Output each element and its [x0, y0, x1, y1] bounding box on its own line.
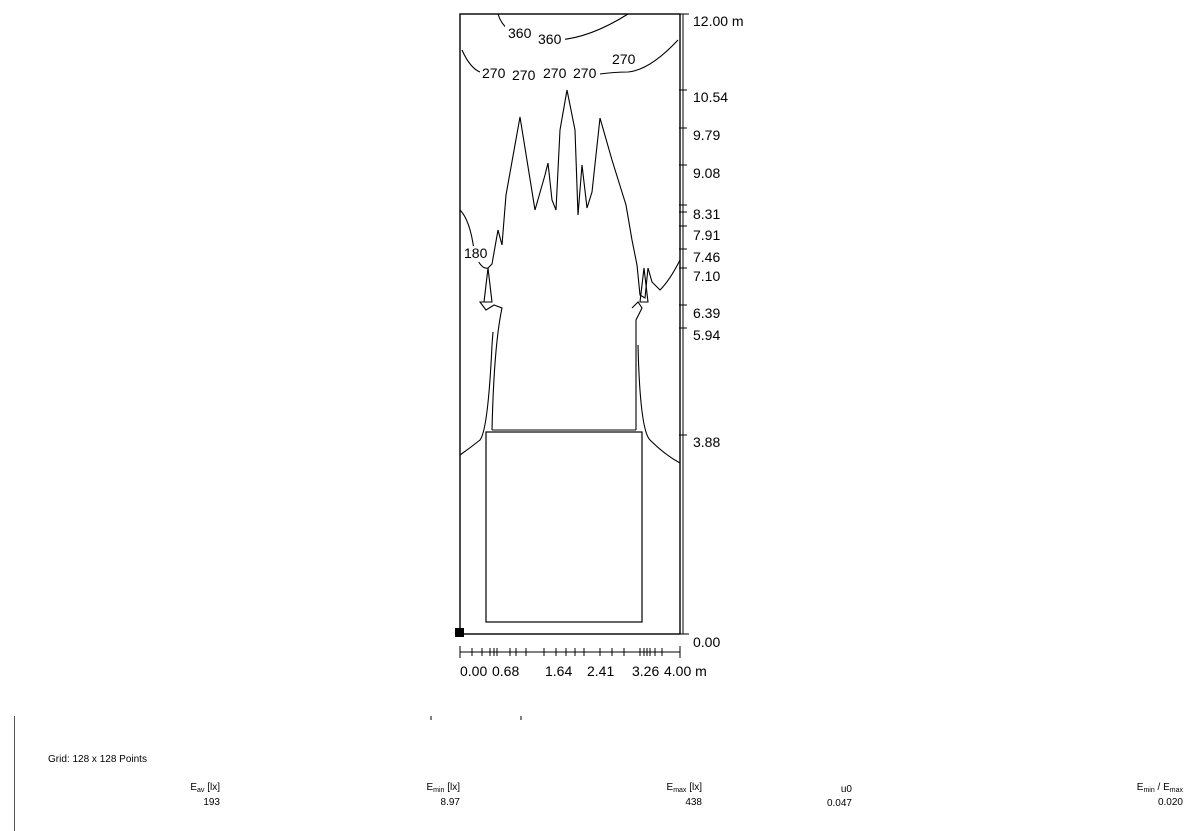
room-outline [459, 13, 681, 635]
y-tick-label: 8.31 [693, 206, 720, 222]
isoline-spike-right [639, 267, 649, 303]
x-tick-label: 2.41 [587, 663, 614, 679]
isoline-label: 270 [573, 65, 597, 81]
y-axis: 12.00 m 10.54 9.79 9.08 8.31 7.91 7.46 7… [677, 13, 744, 650]
isoline-right-edge [637, 344, 681, 464]
isoline-label: 270 [543, 65, 567, 81]
grid-size-label: Grid: 128 x 128 Points [48, 754, 147, 765]
x-tick-label: 0.00 [460, 663, 487, 679]
isoline-180-upper [459, 89, 681, 299]
isoline-label: 270 [512, 67, 536, 83]
isoline-label: 180 [464, 245, 488, 261]
origin-marker [455, 628, 464, 637]
isoline-label: 360 [538, 31, 562, 47]
isoline-label: 360 [508, 25, 532, 41]
metric-e-av: Eav [lx] 193 [190, 782, 220, 808]
isoline-left-edge [459, 331, 494, 456]
isolux-diagram: 360 360 270 270 270 270 270 180 12.00 m … [430, 13, 744, 720]
y-tick-label: 7.46 [693, 249, 720, 265]
y-tick-label: 3.88 [693, 434, 720, 450]
x-tick-label: 1.64 [545, 663, 572, 679]
metric-emin-emax: Emin / Emax 0.020 [1136, 782, 1183, 808]
y-tick-label: 5.94 [693, 327, 720, 343]
y-tick-label: 12.00 m [693, 13, 744, 29]
y-tick-label: 0.00 [693, 634, 720, 650]
metric-e-min: Emin [lx] 8.97 [426, 782, 460, 808]
y-tick-label: 6.39 [693, 305, 720, 321]
y-tick-label: 9.08 [693, 165, 720, 181]
x-tick-label: 0.68 [492, 663, 519, 679]
y-tick-label: 7.10 [693, 268, 720, 284]
scale-bar [430, 716, 522, 720]
separator-line [14, 716, 15, 831]
isoline-right-lower [631, 301, 643, 430]
y-tick-label: 9.79 [693, 127, 720, 143]
isoline-left-lower [478, 301, 503, 431]
y-tick-label: 7.91 [693, 227, 720, 243]
object-outline [485, 431, 643, 623]
isoline-label: 270 [612, 51, 636, 67]
x-tick-label: 3.26 [632, 663, 659, 679]
isoline-spike-left [483, 267, 493, 303]
isoline-label: 270 [482, 65, 506, 81]
isoline-label-group: 360 360 270 270 270 270 270 180 [462, 25, 640, 262]
metric-u0: u0 0.047 [826, 784, 852, 809]
y-tick-label: 10.54 [693, 89, 728, 105]
isolines [459, 13, 681, 464]
x-axis: 0.00 0.68 1.64 2.41 3.26 4.00 m [459, 646, 707, 679]
metric-e-max: Emax [lx] 438 [666, 782, 702, 808]
x-tick-label: 4.00 m [664, 663, 707, 679]
